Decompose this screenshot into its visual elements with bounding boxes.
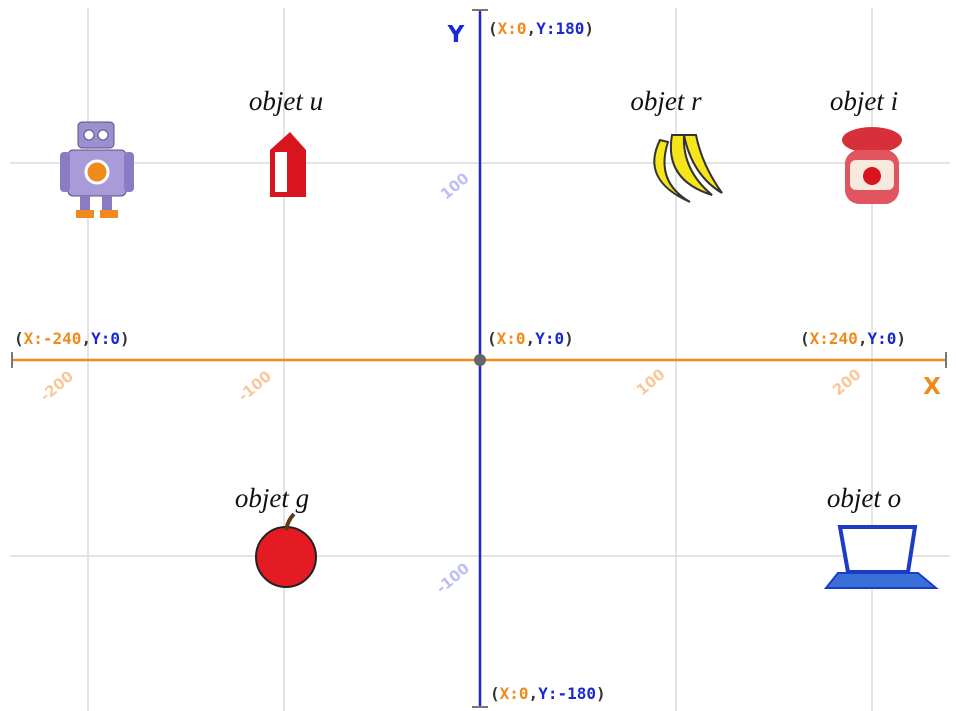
coordinate-part: ( bbox=[487, 329, 497, 348]
coordinate-part: Y:0 bbox=[535, 329, 564, 348]
coordinate-part: X:0 bbox=[498, 19, 527, 38]
object-label: objet r bbox=[630, 86, 702, 116]
coordinate-part: X:240 bbox=[810, 329, 858, 348]
coordinate-label: (X:240,Y:0) bbox=[800, 329, 906, 348]
coordinate-part: ( bbox=[14, 329, 24, 348]
jam-sprite bbox=[842, 127, 902, 204]
object-label: objet i bbox=[830, 86, 898, 116]
origin bbox=[474, 354, 486, 366]
coordinate-part: ) bbox=[896, 329, 906, 348]
coordinate-label: (X:0,Y:180) bbox=[488, 19, 594, 38]
coordinate-label: (X:0,Y:0) bbox=[487, 329, 574, 348]
coordinate-part: , bbox=[858, 329, 868, 348]
coordinate-part: ) bbox=[564, 329, 574, 348]
coordinate-label: (X:-240,Y:0) bbox=[14, 329, 130, 348]
y-axis-label: Y bbox=[447, 22, 465, 48]
coordinate-part: , bbox=[81, 329, 91, 348]
coordinate-part: , bbox=[529, 684, 539, 703]
object-label: objet o bbox=[827, 483, 901, 513]
coordinate-part: ( bbox=[800, 329, 810, 348]
x-axis-label: X bbox=[923, 374, 941, 400]
coordinate-part: ) bbox=[584, 19, 594, 38]
coordinate-part: Y:180 bbox=[536, 19, 584, 38]
coordinate-part: , bbox=[527, 19, 537, 38]
coordinate-part: X:0 bbox=[497, 329, 526, 348]
stage: Y X (X:0,Y:180)(X:-240,Y:0)(X:0,Y:0)(X:2… bbox=[0, 0, 956, 711]
coordinate-part: ( bbox=[488, 19, 498, 38]
coordinate-part: , bbox=[526, 329, 536, 348]
coordinate-part: ) bbox=[596, 684, 606, 703]
coordinate-part: X:-240 bbox=[24, 329, 82, 348]
coordinate-label: (X:0,Y:-180) bbox=[490, 684, 606, 703]
coordinate-part: Y:0 bbox=[867, 329, 896, 348]
coordinate-part: Y:0 bbox=[91, 329, 120, 348]
coordinate-part: ( bbox=[490, 684, 500, 703]
object-label: objet g bbox=[235, 483, 309, 513]
coordinate-part: X:0 bbox=[500, 684, 529, 703]
object-label: objet u bbox=[249, 86, 323, 116]
coordinate-part: ) bbox=[120, 329, 130, 348]
coordinate-part: Y:-180 bbox=[538, 684, 596, 703]
